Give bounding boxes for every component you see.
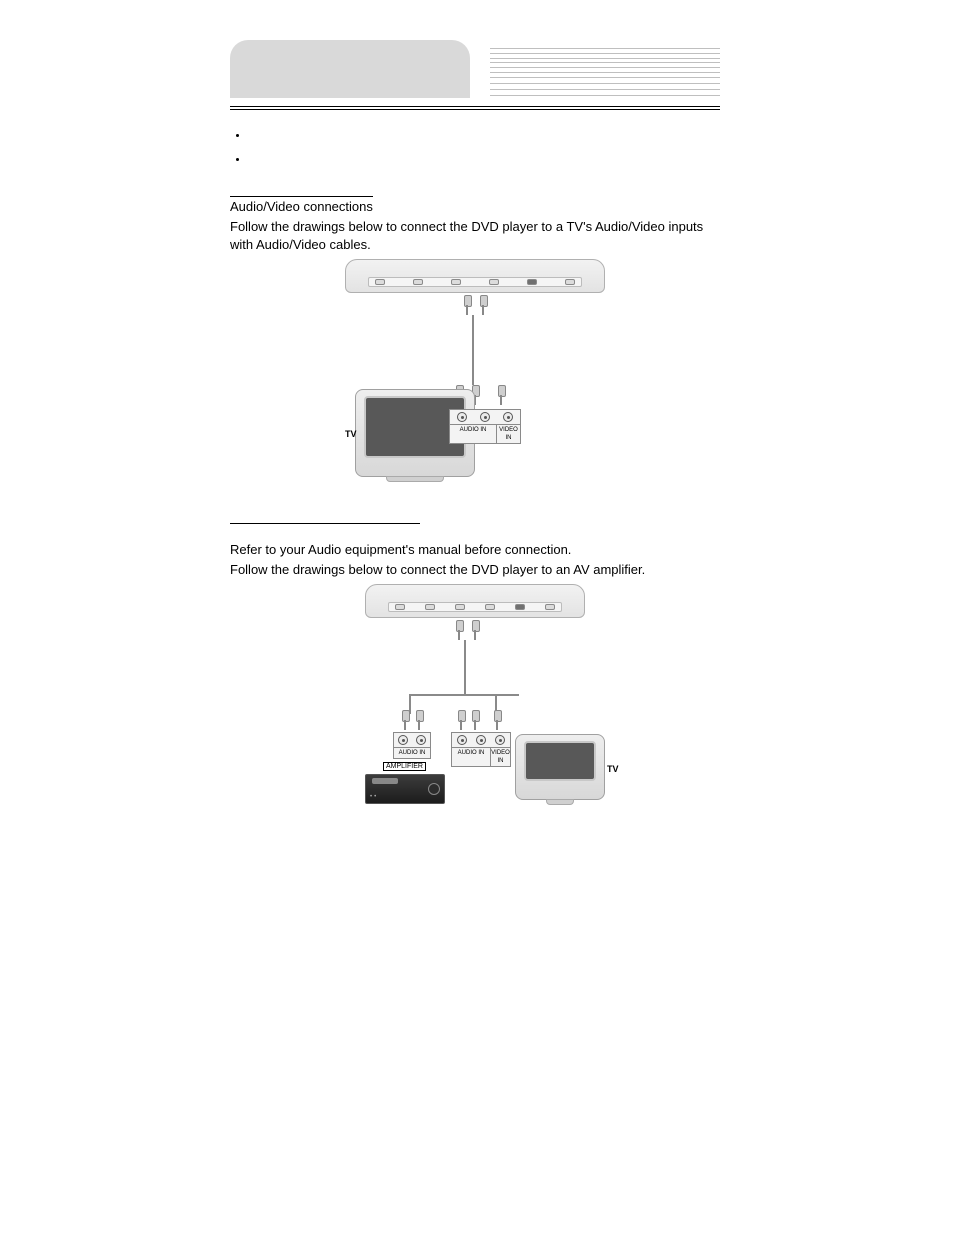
dvd-player bbox=[365, 584, 585, 618]
header-line bbox=[490, 89, 720, 90]
amplifier-device: •• bbox=[365, 774, 445, 804]
jack-icon bbox=[515, 604, 525, 610]
cable-plug-icon bbox=[401, 710, 409, 730]
section-title: Audio/Video connections bbox=[230, 196, 373, 214]
jack-icon bbox=[395, 604, 405, 610]
header-line bbox=[490, 53, 720, 54]
header-line bbox=[490, 48, 720, 49]
io-ports-row bbox=[450, 410, 520, 424]
figure-dvd-to-tv: TV AUDIO IN VIDEO IN bbox=[345, 259, 605, 479]
io-label: AUDIO IN bbox=[450, 424, 496, 443]
jack-icon bbox=[413, 279, 423, 285]
io-label: AUDIO IN bbox=[452, 747, 490, 766]
rca-port-icon bbox=[476, 735, 486, 745]
tv-screen bbox=[524, 741, 596, 781]
header-line bbox=[490, 95, 720, 96]
cable-plug-icon bbox=[471, 710, 479, 730]
jack-icon bbox=[375, 279, 385, 285]
section-body: Follow the drawings below to connect the… bbox=[230, 218, 720, 253]
amp-indicators: •• bbox=[370, 794, 378, 800]
jack-icon bbox=[545, 604, 555, 610]
cable-plug-icon bbox=[471, 620, 479, 640]
cable-wire bbox=[409, 694, 519, 696]
figure-1-wrap: TV AUDIO IN VIDEO IN bbox=[230, 259, 720, 479]
jack-icon bbox=[485, 604, 495, 610]
cable-plug-icon bbox=[497, 385, 505, 405]
jack-icon bbox=[451, 279, 461, 285]
dvd-player bbox=[345, 259, 605, 293]
rca-port-icon bbox=[495, 735, 505, 745]
header-line bbox=[490, 83, 720, 84]
rca-port-icon bbox=[416, 735, 426, 745]
cable-plug-icon bbox=[455, 620, 463, 640]
cable-plug-icon bbox=[479, 295, 487, 315]
cable-plug-icon bbox=[457, 710, 465, 730]
tv-label: TV bbox=[345, 429, 357, 439]
cable-wire bbox=[472, 315, 474, 385]
header-rule-lines bbox=[490, 48, 720, 96]
header-line bbox=[490, 67, 720, 68]
header-line bbox=[490, 62, 720, 63]
jack-icon bbox=[455, 604, 465, 610]
bullet-item bbox=[248, 154, 720, 164]
figure-dvd-to-amp: AUDIO IN AUDIO IN VIDEO IN AMPLIFIER bbox=[345, 584, 605, 814]
jack-icon bbox=[527, 279, 537, 285]
figure-2-wrap: AUDIO IN AUDIO IN VIDEO IN AMPLIFIER bbox=[230, 584, 720, 814]
io-label: AUDIO IN bbox=[394, 747, 430, 758]
manual-page: Audio/Video connections Follow the drawi… bbox=[230, 40, 720, 814]
amp-knob-icon bbox=[428, 783, 440, 795]
player-rear-strip bbox=[368, 277, 582, 287]
rca-port-icon bbox=[457, 412, 467, 422]
io-ports-row bbox=[452, 733, 510, 747]
rca-port-icon bbox=[398, 735, 408, 745]
tv-device bbox=[515, 734, 605, 800]
io-ports-row bbox=[394, 733, 430, 747]
jack-icon bbox=[489, 279, 499, 285]
cable-plug-icon bbox=[415, 710, 423, 730]
section-body-line: Refer to your Audio equipment's manual b… bbox=[230, 541, 720, 559]
player-rear-strip bbox=[388, 602, 562, 612]
jack-icon bbox=[565, 279, 575, 285]
tv-stand bbox=[546, 799, 574, 805]
bullet-item bbox=[248, 130, 720, 140]
intro-bullet-list bbox=[248, 130, 720, 164]
cable-wire bbox=[464, 640, 466, 694]
amp-tray bbox=[372, 778, 398, 784]
tv-stand bbox=[386, 476, 444, 482]
header-line bbox=[490, 72, 720, 73]
page-header bbox=[230, 40, 720, 98]
amplifier-label: AMPLIFIER bbox=[383, 762, 426, 771]
cable-plug-icon bbox=[463, 295, 471, 315]
rca-port-icon bbox=[457, 735, 467, 745]
io-label: VIDEO IN bbox=[490, 747, 510, 766]
cable-plug-icon bbox=[493, 710, 501, 730]
section-rule bbox=[230, 523, 420, 526]
amp-io-panel: AUDIO IN bbox=[393, 732, 431, 759]
section-body-line: Follow the drawings below to connect the… bbox=[230, 561, 720, 579]
header-tab bbox=[230, 40, 470, 98]
tv-label: TV bbox=[607, 764, 619, 774]
jack-icon bbox=[425, 604, 435, 610]
tv-io-panel: AUDIO IN VIDEO IN bbox=[449, 409, 521, 444]
header-double-rule bbox=[230, 106, 720, 110]
rca-port-icon bbox=[480, 412, 490, 422]
io-label: VIDEO IN bbox=[496, 424, 520, 443]
header-line bbox=[490, 58, 720, 59]
rca-port-icon bbox=[503, 412, 513, 422]
tv-io-panel: AUDIO IN VIDEO IN bbox=[451, 732, 511, 767]
header-line bbox=[490, 77, 720, 78]
